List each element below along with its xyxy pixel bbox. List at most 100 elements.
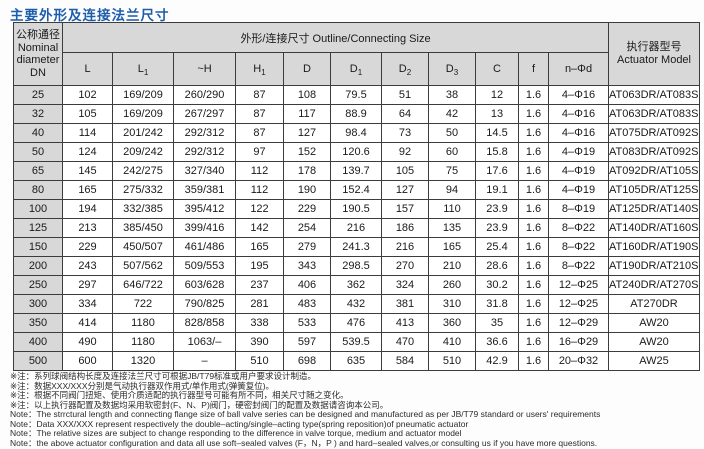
cell-f: 1.6 bbox=[518, 294, 549, 314]
cell-D2: 324 bbox=[381, 275, 429, 295]
cell-C: 23.9 bbox=[475, 218, 519, 238]
col-header-actuator-model: 执行器型号 Actuator Model bbox=[608, 22, 701, 86]
table-body: 25 102 169/209 260/290 87 108 79.5 51 38… bbox=[13, 85, 701, 371]
cell-D: 533 bbox=[283, 313, 331, 333]
column-header-base: f bbox=[531, 63, 536, 75]
cell-H1: 195 bbox=[235, 256, 284, 276]
cell-D2: 216 bbox=[381, 237, 429, 257]
note-line: Note：Data XXX/XXX represent respectively… bbox=[10, 418, 469, 429]
cell-D2: 157 bbox=[381, 199, 429, 219]
cell-L: 165 bbox=[62, 180, 113, 200]
cell-f: 1.6 bbox=[518, 123, 549, 143]
column-header: L1 bbox=[112, 52, 174, 86]
column-header: D3 bbox=[428, 52, 476, 86]
cell-n-phi-d: 4–Φ19 bbox=[547, 142, 610, 162]
column-header-base: D bbox=[349, 63, 358, 75]
table-row: 25 102 169/209 260/290 87 108 79.5 51 38… bbox=[13, 85, 701, 105]
cell-D3: 135 bbox=[428, 218, 476, 238]
cell-H1: 112 bbox=[235, 180, 284, 200]
cell-D: 127 bbox=[283, 123, 331, 143]
cell-D: 483 bbox=[283, 294, 331, 314]
cell-f: 1.6 bbox=[518, 199, 549, 219]
note-line: Note：The relative sizes are subject to c… bbox=[10, 428, 462, 438]
cell-L1: 332/385 bbox=[112, 199, 174, 219]
cell-D1: 476 bbox=[330, 313, 382, 333]
cell-L1: 1180 bbox=[112, 313, 174, 333]
cell-dn: 25 bbox=[13, 85, 63, 105]
cell-actuator-model: AT105DR/AT125SC bbox=[608, 180, 701, 200]
cell-dn: 300 bbox=[13, 294, 63, 314]
cell-dn: 500 bbox=[13, 351, 63, 371]
cell-D3: 42 bbox=[428, 104, 476, 124]
cell-actuator-model: AT190DR/AT210SC bbox=[608, 256, 701, 276]
table-row: 40 114 201/242 292/312 87 127 98.4 73 50… bbox=[13, 123, 701, 143]
cell-C: 17.6 bbox=[475, 161, 519, 181]
cell-f: 1.6 bbox=[518, 180, 549, 200]
cell-D2: 584 bbox=[381, 351, 429, 371]
column-header-subscript: 1 bbox=[143, 68, 149, 78]
cell-n-phi-d: 12–Φ29 bbox=[547, 313, 610, 333]
table-row: 50 124 209/242 292/312 97 152 120.6 92 6… bbox=[13, 142, 701, 162]
table-row: 200 243 507/562 509/553 195 343 298.5 27… bbox=[13, 256, 701, 276]
table-row: 350 414 1180 828/858 338 533 476 413 360… bbox=[13, 313, 701, 333]
cell-D1: 362 bbox=[330, 275, 382, 295]
cell-H: 828/858 bbox=[173, 313, 236, 333]
cell-n-phi-d: 16–Φ29 bbox=[547, 332, 610, 352]
cell-dn: 65 bbox=[13, 161, 63, 181]
cell-L: 243 bbox=[62, 256, 113, 276]
cell-D3: 38 bbox=[428, 85, 476, 105]
page-title: 主要外形及连接法兰尺寸 bbox=[10, 8, 170, 23]
cell-H: 603/628 bbox=[173, 275, 236, 295]
corner-header-line: Nominal bbox=[17, 41, 59, 54]
col-header-nominal-diameter: 公称通径 Nominal diameter DN bbox=[13, 22, 63, 86]
cell-H: 790/825 bbox=[173, 294, 236, 314]
notes-section: ※注：系列球阀结构长度及连接法兰尺寸可根据JB/T79标准或用户要求设计制造。 ※… bbox=[10, 371, 700, 448]
cell-C: 28.6 bbox=[475, 256, 519, 276]
column-header-base: L bbox=[137, 63, 144, 75]
table-row: 250 297 646/722 603/628 237 406 362 324 … bbox=[13, 275, 701, 295]
cell-D1: 139.7 bbox=[330, 161, 382, 181]
cell-n-phi-d: 4–Φ16 bbox=[547, 104, 610, 124]
cell-C: 25.4 bbox=[475, 237, 519, 257]
cell-D2: 381 bbox=[381, 294, 429, 314]
cell-L1: 275/332 bbox=[112, 180, 174, 200]
column-header: f bbox=[518, 52, 549, 86]
cell-D2: 51 bbox=[381, 85, 429, 105]
cell-D: 108 bbox=[283, 85, 331, 105]
cell-C: 13 bbox=[475, 104, 519, 124]
cell-H1: 237 bbox=[235, 275, 284, 295]
column-header: ~H bbox=[173, 52, 236, 86]
cell-D3: 360 bbox=[428, 313, 476, 333]
cell-H1: 338 bbox=[235, 313, 284, 333]
col-group-header-outline-connecting-size: 外形/连接尺寸 Outline/Connecting Size bbox=[61, 22, 610, 53]
column-header: C bbox=[475, 52, 519, 86]
column-header: n–Φd bbox=[547, 52, 610, 86]
table-row: 100 194 332/385 395/412 122 229 190.5 15… bbox=[13, 199, 701, 219]
cell-f: 1.6 bbox=[518, 161, 549, 181]
cell-D2: 127 bbox=[381, 180, 429, 200]
cell-L: 145 bbox=[62, 161, 113, 181]
cell-dn: 32 bbox=[13, 104, 63, 124]
cell-C: 35 bbox=[475, 313, 519, 333]
cell-L: 105 bbox=[62, 104, 113, 124]
column-header-base: ~H bbox=[197, 63, 212, 75]
cell-dn: 200 bbox=[13, 256, 63, 276]
column-header-base: D bbox=[303, 63, 311, 75]
cell-D: 698 bbox=[283, 351, 331, 371]
cell-H: 1063/– bbox=[173, 332, 236, 352]
cell-H: 292/312 bbox=[173, 123, 236, 143]
cell-f: 1.6 bbox=[518, 256, 549, 276]
note-line: Note：the above actuator configuration an… bbox=[10, 437, 598, 448]
cell-H1: 87 bbox=[235, 85, 284, 105]
cell-L: 490 bbox=[62, 332, 113, 352]
cell-n-phi-d: 4–Φ16 bbox=[547, 123, 610, 143]
note-line: Note：The strrctural length and connectin… bbox=[10, 409, 601, 419]
cell-D2: 92 bbox=[381, 142, 429, 162]
note-line: ※注：根据不同阀门扭矩、使用介质适配的执行器型号可能有所不同，相关尺寸随之变化。 bbox=[10, 390, 349, 400]
cell-D3: 60 bbox=[428, 142, 476, 162]
cell-H: 327/340 bbox=[173, 161, 236, 181]
cell-D2: 105 bbox=[381, 161, 429, 181]
cell-D3: 260 bbox=[428, 275, 476, 295]
cell-H1: 390 bbox=[235, 332, 284, 352]
